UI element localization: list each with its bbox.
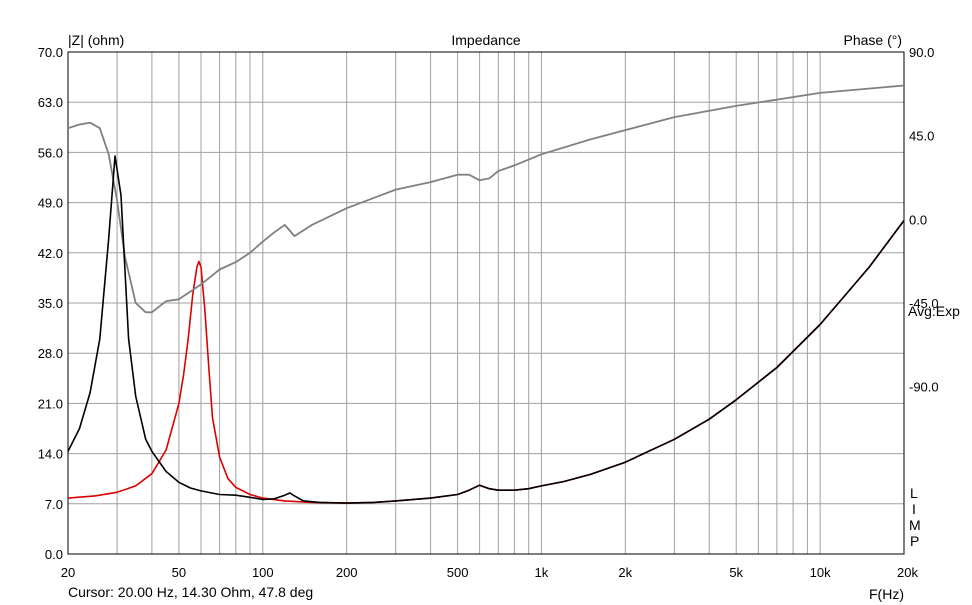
series-group xyxy=(67,84,905,504)
x-axis: 20 50 100 200 500 1k 2k 5k 10k 20k xyxy=(61,565,919,580)
limp-letter-l: L xyxy=(910,485,918,501)
x-tick-label: 500 xyxy=(447,565,469,580)
x-tick-label: 10k xyxy=(810,565,831,580)
y-tick-label-right: 0.0 xyxy=(909,212,927,227)
limp-letter-p: P xyxy=(910,533,919,549)
y-axis-left: 0.0 7.0 14.0 21.0 28.0 35.0 42.0 49.0 56.0 63.0 70… xyxy=(38,45,63,562)
y-tick-label-left: 63.0 xyxy=(38,95,63,110)
y-axis-right: 90.0 45.0 0.0 -45.0 -90.0 xyxy=(909,45,939,395)
y-tick-label-left: 0.0 xyxy=(45,547,63,562)
y-tick-label-left: 70.0 xyxy=(38,45,63,60)
x-tick-label: 20k xyxy=(897,565,918,580)
x-tick-label: 1k xyxy=(535,565,549,580)
y-tick-label-left: 56.0 xyxy=(38,145,63,160)
plot-frame xyxy=(67,51,905,555)
y-tick-label-right: 90.0 xyxy=(909,45,934,60)
x-tick-label: 5k xyxy=(729,565,743,580)
x-tick-label: 50 xyxy=(172,565,186,580)
y-tick-label-left: 21.0 xyxy=(38,396,63,411)
x-tick-label: 2k xyxy=(618,565,632,580)
y-tick-label-right: -90.0 xyxy=(909,380,939,395)
average-annotation: Avg:Exp xyxy=(908,303,960,319)
y-axis-right-label: Phase (°) xyxy=(843,32,902,48)
y-tick-label-right: -45.0 xyxy=(909,296,939,311)
chart-title: Impedance xyxy=(451,32,520,48)
limp-letter-m: M xyxy=(909,517,921,533)
x-tick-label: 20 xyxy=(61,565,75,580)
y-tick-label-left: 42.0 xyxy=(38,246,63,261)
series-line-1 xyxy=(67,155,905,504)
y-tick-label-left: 49.0 xyxy=(38,196,63,211)
y-tick-label-left: 7.0 xyxy=(45,497,63,512)
limp-letter-i: I xyxy=(912,501,916,517)
y-axis-left-label: |Z| (ohm) xyxy=(68,32,124,48)
cursor-readout: Cursor: 20.00 Hz, 14.30 Ohm, 47.8 deg xyxy=(68,584,314,600)
y-tick-label-left: 35.0 xyxy=(38,296,63,311)
y-tick-label-left: 28.0 xyxy=(38,346,63,361)
x-axis-label: F(Hz) xyxy=(869,586,904,602)
y-tick-label-right: 45.0 xyxy=(909,129,934,144)
x-tick-label: 200 xyxy=(336,565,358,580)
x-tick-label: 100 xyxy=(252,565,274,580)
y-tick-label-left: 14.0 xyxy=(38,447,63,462)
